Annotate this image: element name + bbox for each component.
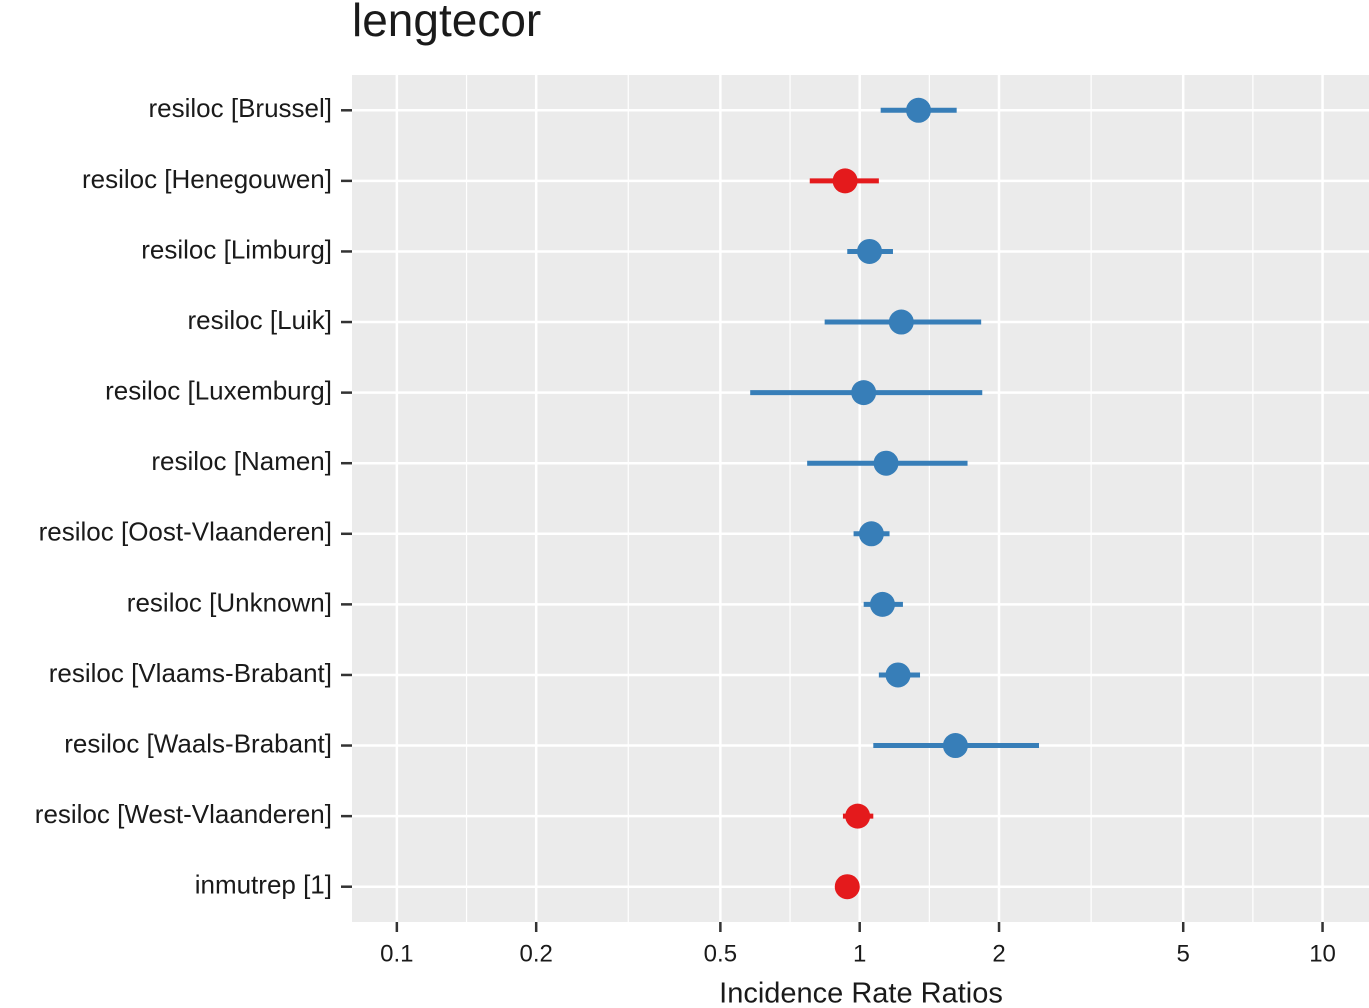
y-tick-label: resiloc [Oost-Vlaanderen] bbox=[39, 517, 332, 547]
point bbox=[869, 591, 895, 617]
point bbox=[832, 168, 858, 194]
point bbox=[858, 521, 884, 547]
point bbox=[845, 803, 871, 829]
chart-title: lengtecor bbox=[352, 0, 541, 46]
y-tick-label: resiloc [Vlaams-Brabant] bbox=[49, 658, 332, 688]
y-tick-label: resiloc [West-Vlaanderen] bbox=[35, 799, 332, 829]
point bbox=[857, 238, 883, 264]
y-tick-label: resiloc [Brussel] bbox=[149, 93, 333, 123]
point bbox=[873, 450, 899, 476]
x-tick-label: 5 bbox=[1177, 940, 1190, 967]
y-tick-label: resiloc [Henegouwen] bbox=[82, 164, 332, 194]
point bbox=[942, 733, 968, 759]
point bbox=[906, 97, 932, 123]
point bbox=[834, 874, 860, 900]
y-tick-label: resiloc [Luik] bbox=[188, 305, 333, 335]
point bbox=[851, 380, 877, 406]
y-tick-label: resiloc [Luxemburg] bbox=[105, 376, 332, 406]
point bbox=[888, 309, 914, 335]
x-tick-label: 1 bbox=[853, 940, 866, 967]
y-tick-label: inmutrep [1] bbox=[195, 870, 332, 900]
x-tick-label: 0.5 bbox=[704, 940, 737, 967]
x-tick-label: 10 bbox=[1309, 940, 1336, 967]
y-tick-label: resiloc [Unknown] bbox=[127, 587, 332, 617]
x-tick-label: 0.1 bbox=[380, 940, 413, 967]
x-tick-label: 2 bbox=[992, 940, 1005, 967]
point bbox=[885, 662, 911, 688]
y-tick-label: resiloc [Waals-Brabant] bbox=[64, 728, 332, 758]
y-tick-label: resiloc [Limburg] bbox=[141, 234, 332, 264]
x-axis-label: Incidence Rate Ratios bbox=[719, 978, 1003, 1008]
x-tick-label: 0.2 bbox=[519, 940, 552, 967]
y-tick-label: resiloc [Namen] bbox=[151, 446, 332, 476]
